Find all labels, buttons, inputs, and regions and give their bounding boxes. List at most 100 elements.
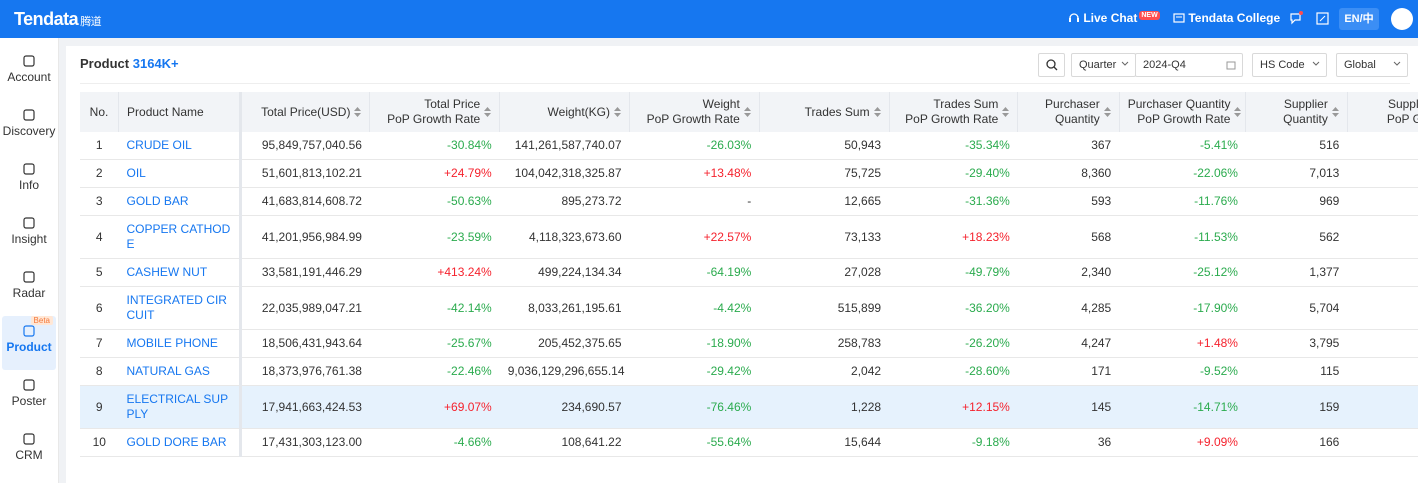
nav-item[interactable]: Insight [2, 208, 56, 262]
column-header[interactable]: Supplier Quantity [1245, 92, 1348, 132]
table-cell: 205,452,375.65 [499, 329, 630, 358]
table-cell: 1,228 [759, 385, 890, 429]
table-cell: 515,899 [759, 286, 890, 330]
product-name[interactable]: OIL [118, 159, 242, 188]
table-cell: -14.71% [1119, 385, 1246, 429]
column-header[interactable]: Trades Sum [759, 92, 890, 132]
table-cell: 41,683,814,608.72 [240, 187, 370, 216]
product-name[interactable]: CASHEW NUT [118, 258, 242, 287]
table-cell: 1,377 [1245, 258, 1348, 287]
nav-item[interactable]: Product Beta [2, 316, 56, 370]
header-text: Supplier Quantity [1283, 97, 1328, 127]
product-name[interactable]: ELECTRICAL SUPPLY [118, 385, 242, 429]
table-cell: 171 [1017, 357, 1120, 386]
avatar[interactable] [1391, 8, 1413, 30]
table-row[interactable]: 3 GOLD BAR 41,683,814,608.72 -50.63% 895,273… [80, 187, 1418, 216]
college-icon [1173, 13, 1185, 23]
region-select[interactable]: Global [1336, 53, 1408, 77]
table-row[interactable]: 4 COPPER CATHODE 41,201,956,984.99 -23.59% 4… [80, 215, 1418, 259]
nav-item[interactable]: Radar [2, 262, 56, 316]
table-row[interactable]: 5 CASHEW NUT 33,581,191,446.29 +413.24% 499,… [80, 258, 1418, 287]
header-content: Trades Sum [805, 105, 881, 120]
table-cell: 104,042,318,325.87 [499, 159, 630, 188]
table-cell: +13.48% [629, 159, 760, 188]
table-cell: 499,224,134.34 [499, 258, 630, 287]
table-row[interactable]: 10 GOLD DORE BAR 17,431,303,123.00 -4.66% 10… [80, 428, 1418, 457]
table-cell: -9.18% [889, 428, 1018, 457]
header-sublabel: PoP Growth Rate [1137, 112, 1231, 126]
table-cell: 5,704 [1245, 286, 1348, 330]
search-button[interactable] [1038, 53, 1065, 77]
table-cell: -29.40% [889, 159, 1018, 188]
table-cell: 895,273.72 [499, 187, 630, 216]
notify-icon[interactable] [1289, 11, 1303, 25]
column-header[interactable]: Total Price PoP Growth Rate [369, 92, 501, 132]
table-cell: 7 [80, 329, 119, 358]
column-header[interactable]: Purchaser Quantity [1017, 92, 1120, 132]
table-cell [1347, 187, 1418, 216]
table-cell [1347, 428, 1418, 457]
column-header: Product Name [118, 92, 242, 132]
product-name[interactable]: INTEGRATED CIRCUIT [118, 286, 242, 330]
column-header[interactable]: Weight(KG) [499, 92, 631, 132]
header-text: Product Name [127, 105, 204, 120]
table-cell: +18.23% [889, 215, 1018, 259]
period-type-select[interactable]: Quarter [1071, 53, 1136, 77]
header-content: Weight(KG) [548, 105, 622, 120]
table-row[interactable]: 1 CRUDE OIL 95,849,757,040.56 -30.84% 141,26… [80, 132, 1418, 160]
table-cell: -22.46% [369, 357, 500, 386]
table-row[interactable]: 2 OIL 51,601,813,102.21 +24.79% 104,042,318,… [80, 159, 1418, 188]
sort-icon [354, 107, 362, 117]
header-text: Total Price PoP Growth Rate [387, 97, 480, 127]
top-bar: Tendata 腾道 Live Chat NEW Tendata College E… [0, 0, 1418, 38]
period-picker[interactable]: 2024-Q4 [1135, 53, 1243, 77]
table-cell: -42.14% [369, 286, 500, 330]
code-type-select[interactable]: HS Code [1252, 53, 1327, 77]
live-chat-label: Live Chat [1083, 11, 1138, 25]
table-row[interactable]: 7 MOBILE PHONE 18,506,431,943.64 -25.67% 205… [80, 329, 1418, 358]
logo-text: Tendata [14, 9, 79, 29]
header-label: Total Price(USD) [261, 104, 351, 119]
header-label: Trades Sum [804, 104, 870, 119]
column-header[interactable]: Weight PoP Growth Rate [629, 92, 760, 132]
table-row[interactable]: 6 INTEGRATED CIRCUIT 22,035,989,047.21 -42.… [80, 286, 1418, 330]
table-cell: 8,033,261,195.61 [499, 286, 630, 330]
nav-item[interactable]: CRM [2, 424, 56, 478]
fullscreen-icon[interactable] [1316, 12, 1329, 25]
column-header[interactable]: Trades Sum PoP Growth Rate [889, 92, 1019, 132]
table-cell: 258,783 [759, 329, 890, 358]
product-name[interactable]: NATURAL GAS [118, 357, 242, 386]
column-header[interactable]: Total Price(USD) [240, 92, 371, 132]
table-cell: 2,340 [1017, 258, 1120, 287]
table-cell: 159 [1245, 385, 1348, 429]
header-sublabel: PoP Growth Rate [387, 112, 481, 126]
live-chat[interactable]: Live Chat NEW [1068, 11, 1160, 25]
nav-item[interactable]: Account [2, 46, 56, 100]
nav-item[interactable]: Discovery [2, 100, 56, 154]
table-cell: -5.41% [1119, 132, 1246, 160]
divider [80, 83, 1410, 84]
product-name[interactable]: GOLD BAR [118, 187, 242, 216]
product-name[interactable]: MOBILE PHONE [118, 329, 242, 358]
college-link[interactable]: Tendata College [1173, 11, 1280, 25]
table-cell: 12,665 [759, 187, 890, 216]
table-cell: 6 [80, 286, 119, 330]
nav-item[interactable]: Poster [2, 370, 56, 424]
language-switch[interactable]: EN/中 [1339, 8, 1379, 30]
table-cell: -23.59% [369, 215, 500, 259]
product-name[interactable]: COPPER CATHODE [118, 215, 242, 259]
table-row[interactable]: 8 NATURAL GAS 18,373,976,761.38 -22.46% 9,03… [80, 357, 1418, 386]
logo[interactable]: Tendata 腾道 [14, 9, 102, 30]
table-row[interactable]: 9 ELECTRICAL SUPPLY 17,941,663,424.53 +69.0… [80, 385, 1418, 429]
table-cell [1347, 132, 1418, 160]
header-content: Total Price(USD) [261, 104, 362, 120]
table-cell: 3 [80, 187, 119, 216]
nav-item[interactable]: Info [2, 154, 56, 208]
header-content: No. [90, 105, 109, 120]
product-name[interactable]: GOLD DORE BAR [118, 428, 242, 457]
product-name[interactable]: CRUDE OIL [118, 132, 242, 160]
column-header[interactable]: Purchaser Quantity PoP Growth Rate [1119, 92, 1247, 132]
table-cell: 41,201,956,984.99 [240, 215, 370, 259]
